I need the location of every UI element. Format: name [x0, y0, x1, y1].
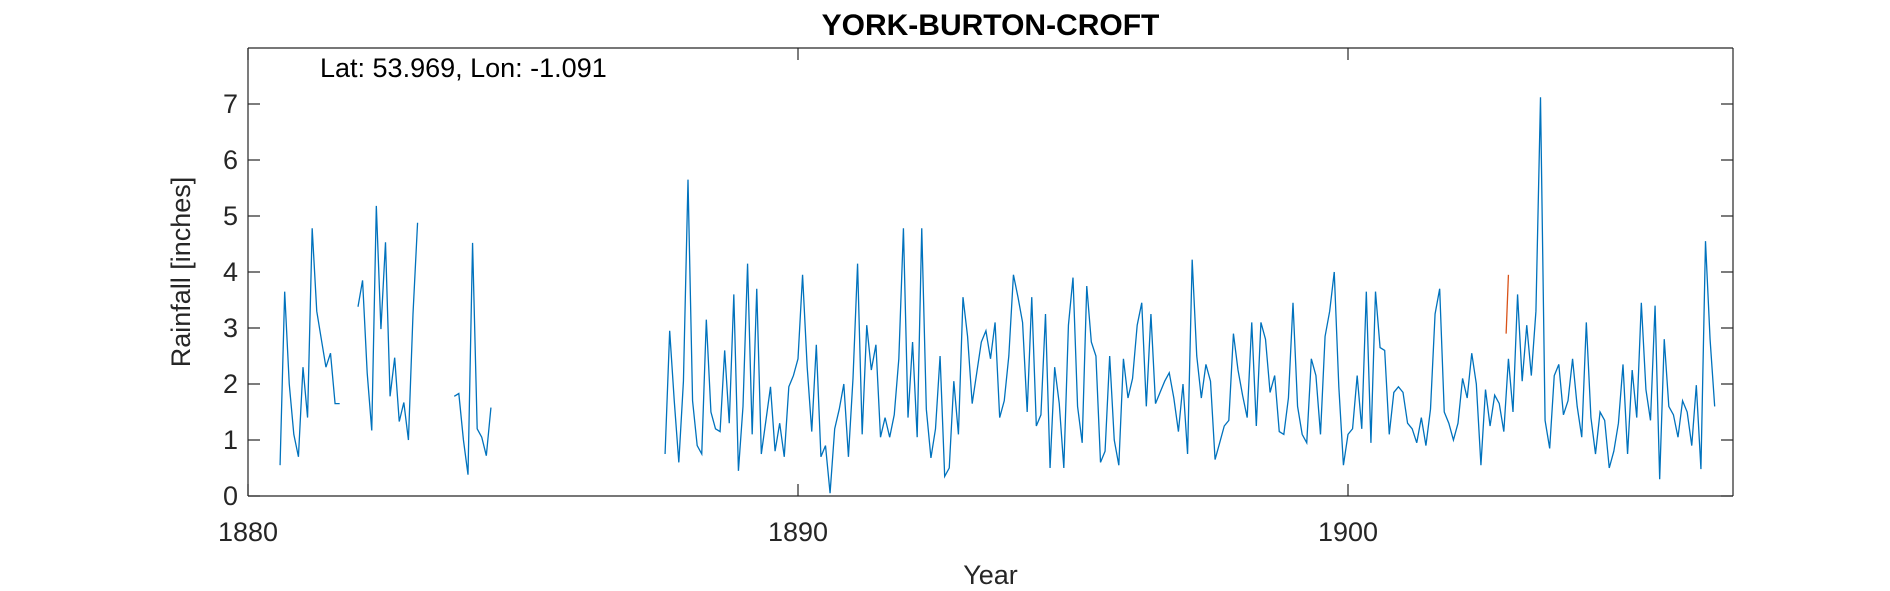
x-tick-label: 1890: [768, 517, 828, 547]
y-tick-label: 0: [223, 481, 238, 511]
series-line-5: [1505, 274, 1510, 334]
y-tick-label: 4: [223, 257, 238, 287]
y-tick-label: 3: [223, 313, 238, 343]
x-axis-label: Year: [963, 560, 1018, 590]
plot-area: [248, 48, 1733, 496]
y-tick-label: 1: [223, 425, 238, 455]
x-tick-label: 1880: [218, 517, 278, 547]
ticks-layer: 0 1 2 3 4 5 6 7 1880 1890 1900: [218, 48, 1733, 547]
series-line-1: [279, 228, 340, 466]
location-annotation: Lat: 53.969, Lon: -1.091: [320, 53, 607, 83]
x-tick-label: 1900: [1318, 517, 1378, 547]
series-layer: [279, 97, 1716, 494]
y-tick-label: 7: [223, 89, 238, 119]
y-axis-label: Rainfall [inches]: [166, 177, 196, 368]
y-tick-label: 5: [223, 201, 238, 231]
series-line-2: [357, 205, 419, 441]
y-tick-label: 6: [223, 145, 238, 175]
chart-title: YORK-BURTON-CROFT: [822, 9, 1160, 42]
y-tick-label: 2: [223, 369, 238, 399]
series-line-3: [453, 242, 492, 475]
series-line-4: [664, 97, 1716, 494]
